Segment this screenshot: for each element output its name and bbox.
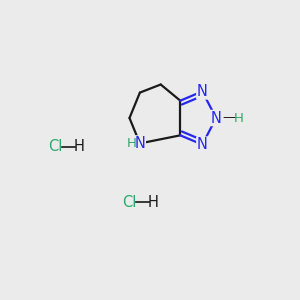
Text: H: H bbox=[148, 195, 158, 210]
Text: H: H bbox=[127, 137, 136, 150]
Text: —: — bbox=[222, 112, 235, 124]
Text: Cl: Cl bbox=[122, 195, 137, 210]
Text: N: N bbox=[211, 110, 222, 125]
Text: N: N bbox=[134, 136, 145, 151]
Text: N: N bbox=[197, 84, 208, 99]
Text: N: N bbox=[197, 137, 208, 152]
Text: H: H bbox=[234, 112, 244, 124]
Text: Cl: Cl bbox=[48, 140, 62, 154]
Text: H: H bbox=[73, 140, 84, 154]
